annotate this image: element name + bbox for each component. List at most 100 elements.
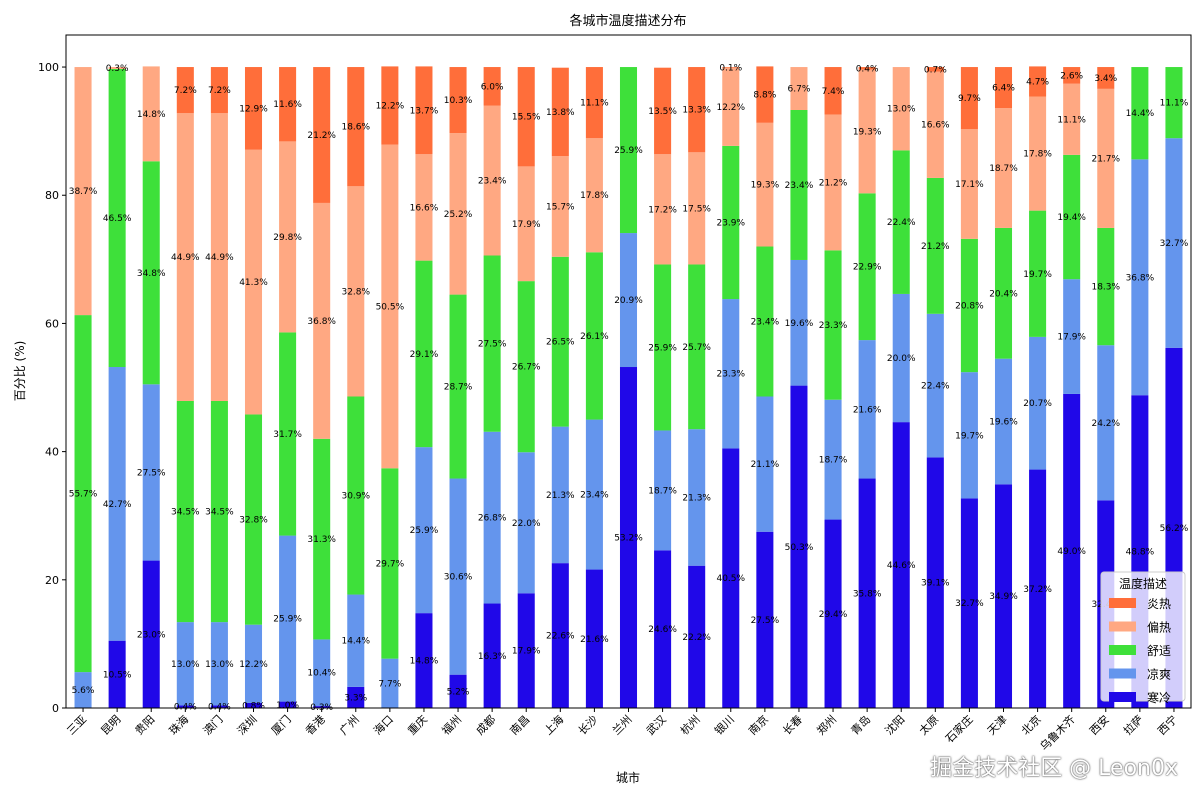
bar-segment bbox=[926, 177, 944, 314]
bar-segment bbox=[551, 426, 569, 564]
data-label: 19.3% bbox=[751, 181, 780, 191]
bar-segment bbox=[960, 238, 978, 373]
data-label: 18.7% bbox=[819, 456, 848, 466]
bar-segment bbox=[347, 67, 365, 187]
bar-segment bbox=[585, 419, 603, 570]
data-label: 14.8% bbox=[137, 110, 166, 120]
data-label: 8.8% bbox=[753, 91, 776, 101]
bar-segment bbox=[1063, 279, 1081, 394]
x-tick-label: 长沙 bbox=[576, 713, 601, 738]
bar-segment bbox=[74, 672, 92, 708]
legend-label: 舒适 bbox=[1147, 644, 1171, 658]
data-label: 5.2% bbox=[447, 687, 470, 697]
bar-segment bbox=[449, 67, 467, 134]
data-label: 31.7% bbox=[273, 430, 302, 440]
x-tick-label: 贵阳 bbox=[133, 713, 158, 738]
bar-segment bbox=[1029, 210, 1047, 337]
bar-segment bbox=[415, 66, 433, 155]
bar-segment bbox=[1131, 159, 1149, 396]
bar-segment bbox=[994, 108, 1013, 228]
bar-segment bbox=[688, 67, 706, 153]
legend-box bbox=[1100, 571, 1186, 702]
bar-segment bbox=[654, 550, 672, 708]
data-label: 39.1% bbox=[921, 579, 950, 589]
bar-segment bbox=[74, 315, 92, 673]
data-label: 21.7% bbox=[1091, 154, 1120, 164]
data-label: 32.8% bbox=[239, 516, 268, 526]
data-label: 38.7% bbox=[69, 187, 98, 197]
x-tick-label: 福州 bbox=[439, 712, 464, 737]
data-label: 10.3% bbox=[444, 96, 473, 106]
bar-segment bbox=[688, 152, 706, 265]
legend-label: 寒冷 bbox=[1147, 690, 1171, 705]
bar-segment bbox=[756, 396, 774, 532]
data-label: 17.8% bbox=[1023, 150, 1052, 160]
data-labels-layer: 5.6% 55.7% 38.7% 10.5% 42.7% 46.5% 0.3% 23.0% 27… bbox=[69, 63, 1189, 713]
data-label: 44.9% bbox=[205, 253, 234, 263]
bar-segment bbox=[449, 294, 467, 479]
data-label: 48.8% bbox=[1126, 548, 1155, 558]
bar-segment bbox=[279, 67, 297, 142]
bar-segment bbox=[483, 603, 501, 708]
bar-segment bbox=[892, 422, 910, 708]
x-axis: 三亚 昆明 贵阳 珠海 澳门 深圳 厦门 香港 广州 海口 重庆 福州 成都 南昌 上海 长沙 兰州 武汉 杭州 银川… bbox=[64, 708, 1180, 753]
x-tick-label: 太原 bbox=[917, 713, 942, 738]
bar-segment bbox=[517, 452, 535, 594]
bar-segment bbox=[517, 67, 535, 167]
data-label: 17.9% bbox=[1057, 333, 1086, 343]
bar-segment bbox=[415, 613, 433, 708]
data-label: 17.2% bbox=[648, 205, 677, 215]
data-label: 21.6% bbox=[853, 405, 882, 415]
data-label: 25.7% bbox=[682, 343, 711, 353]
bar-segment bbox=[1029, 469, 1047, 708]
data-label: 55.7% bbox=[69, 490, 98, 500]
data-label: 17.9% bbox=[512, 647, 541, 657]
bar-segment bbox=[1131, 67, 1149, 160]
bar-segment bbox=[483, 67, 501, 106]
data-label: 12.2% bbox=[716, 103, 745, 113]
bar-segment bbox=[210, 622, 228, 706]
bar-segment bbox=[551, 67, 569, 157]
data-label: 3.4% bbox=[1094, 74, 1117, 84]
bar-segment bbox=[858, 67, 876, 70]
x-tick-label: 三亚 bbox=[64, 713, 89, 738]
bar-segment bbox=[858, 69, 876, 194]
bar-segment bbox=[415, 154, 433, 261]
data-label: 19.3% bbox=[853, 127, 882, 137]
bar-segment bbox=[210, 67, 228, 114]
bar-segment bbox=[142, 384, 160, 561]
data-label: 9.7% bbox=[958, 94, 981, 104]
legend-swatch bbox=[1109, 645, 1136, 655]
bar-segment bbox=[585, 569, 603, 708]
data-label: 15.5% bbox=[512, 113, 541, 123]
bar-segment bbox=[449, 478, 467, 675]
data-label: 6.4% bbox=[992, 84, 1015, 94]
bar-segment bbox=[1063, 393, 1081, 708]
bar-segment bbox=[722, 299, 740, 449]
data-label: 13.3% bbox=[682, 106, 711, 116]
data-label: 23.9% bbox=[716, 218, 745, 228]
data-label: 29.1% bbox=[410, 350, 439, 360]
bar-segment bbox=[108, 68, 126, 368]
bar-segment bbox=[142, 560, 160, 708]
x-tick-label: 青岛 bbox=[848, 712, 873, 737]
data-label: 14.4% bbox=[1126, 109, 1155, 119]
bar-segment bbox=[790, 259, 808, 386]
data-label: 19.7% bbox=[1023, 270, 1052, 280]
y-axis: 0 20 40 60 80 100 bbox=[38, 61, 66, 715]
data-label: 44.6% bbox=[887, 561, 916, 571]
bar-segment bbox=[824, 399, 842, 520]
bar-segment bbox=[688, 429, 706, 566]
bar-segment bbox=[210, 705, 228, 708]
bar-segment bbox=[517, 281, 535, 453]
x-tick-label: 长春 bbox=[780, 713, 805, 738]
bar-segment bbox=[994, 358, 1013, 485]
data-label: 17.5% bbox=[682, 204, 711, 214]
bar-segment bbox=[176, 400, 194, 623]
bar-segment bbox=[415, 260, 433, 448]
data-label: 15.7% bbox=[546, 202, 575, 212]
bar-segment bbox=[1063, 154, 1081, 280]
data-label: 7.4% bbox=[822, 87, 845, 97]
bar-segment bbox=[142, 161, 160, 385]
bar-segment bbox=[994, 227, 1013, 359]
